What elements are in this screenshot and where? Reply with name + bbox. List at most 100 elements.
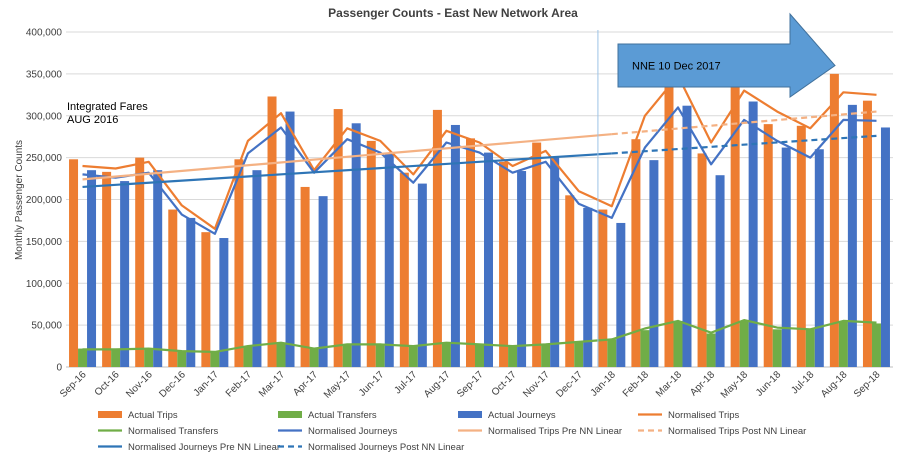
x-tick-label: May-18 (719, 369, 751, 401)
bar-actual-trips (102, 171, 112, 367)
bar-actual-journeys (351, 123, 361, 367)
line-normalised-journeys (82, 106, 877, 235)
bar-actual-transfers (111, 349, 121, 367)
bar-actual-trips (466, 138, 475, 367)
y-tick-label: 100,000 (26, 279, 63, 290)
y-axis-ticks: 0 50,000 100,000 150,000 200,000 250,000 300,0… (26, 28, 63, 374)
bar-actual-trips (432, 109, 442, 367)
bar-actual-trips (532, 142, 542, 367)
bar-actual-trips (333, 109, 343, 368)
x-tick-label: Feb-18 (621, 369, 651, 399)
chart-title: Passenger Counts - East New Network Area (328, 6, 578, 20)
bar-actual-trips (565, 195, 575, 367)
bar-actual-transfers (574, 341, 584, 367)
bar-actual-journeys (120, 181, 130, 367)
bar-actual-transfers (276, 342, 286, 367)
nne-arrow-callout (617, 12, 836, 98)
line-normalised-trips (82, 74, 877, 230)
bar-actual-journeys (285, 111, 295, 367)
bar-actual-journeys (649, 160, 659, 367)
x-tick-label: Oct-16 (93, 369, 122, 398)
bar-actual-trips (69, 159, 79, 367)
trend-normalised-trips-pre-nn-linear (82, 133, 612, 181)
x-tick-label: Mar-18 (654, 369, 684, 399)
bar-actual-trips (862, 100, 872, 368)
bar-actual-trips (300, 186, 310, 367)
legend-label: Normalised Trips Pre NN Linear (488, 426, 622, 437)
x-tick-label: Aug-17 (422, 369, 453, 400)
bar-actual-trips (135, 157, 145, 367)
bar-actual-journeys (583, 207, 593, 367)
legend-swatch (278, 411, 302, 418)
y-tick-label: 350,000 (26, 69, 63, 80)
x-tick-label: Dec-17 (554, 369, 585, 400)
bar-actual-trips (730, 71, 740, 368)
x-tick-label: Oct-17 (490, 369, 519, 398)
legend-label: Normalised Journeys (308, 426, 397, 437)
bar-actual-journeys (814, 149, 824, 367)
bar-actual-trips (267, 96, 277, 368)
bar-actual-journeys (87, 170, 97, 367)
bar-actual-transfers (375, 344, 385, 367)
bar-actual-transfers (441, 342, 451, 367)
bar-actual-transfers (508, 345, 518, 367)
bar-actual-trips (598, 209, 608, 367)
bar-actual-journeys (252, 170, 262, 367)
bar-actual-journeys (417, 183, 427, 367)
bar-actual-transfers (243, 346, 253, 367)
bar-actual-trips (168, 209, 178, 367)
x-tick-label: Sep-18 (852, 369, 883, 400)
bar-actual-journeys (847, 104, 857, 368)
bar-actual-journeys (781, 147, 791, 367)
bar-actual-journeys (715, 175, 725, 367)
bar-actual-transfers (342, 344, 352, 367)
bar-actual-journeys (616, 222, 626, 367)
x-tick-label: Sep-16 (58, 369, 89, 400)
bar-actual-transfers (541, 344, 551, 367)
bar-actual-trips (829, 73, 839, 367)
bar-actual-journeys (880, 127, 890, 367)
bar-actual-journeys (153, 170, 163, 367)
bar-actual-journeys (484, 152, 493, 367)
bar-actual-trips (201, 232, 211, 367)
x-tick-label: Nov-16 (124, 369, 155, 400)
trend-normalised-trips-post-nn-linear (611, 110, 877, 136)
x-tick-label: Jun-17 (357, 369, 387, 399)
y-tick-label: 300,000 (26, 111, 63, 122)
bar-actual-trips (234, 159, 244, 367)
bar-actual-transfers (475, 344, 484, 367)
bar-actual-journeys (186, 217, 196, 367)
bar-actual-transfers (772, 329, 782, 367)
legend-label: Actual Transfers (308, 410, 377, 421)
y-tick-label: 400,000 (26, 28, 63, 39)
legend-swatch (98, 411, 122, 418)
x-tick-label: Sep-17 (455, 369, 486, 400)
bar-actual-transfers (210, 351, 220, 367)
bar-actual-journeys (748, 101, 758, 367)
y-tick-label: 50,000 (31, 321, 62, 332)
bar-actual-transfers (408, 346, 418, 367)
lines (82, 74, 877, 353)
x-tick-label: Jul-18 (789, 369, 816, 396)
bars (69, 71, 890, 368)
trend-normalised-journeys-pre-nn-linear (82, 152, 612, 189)
bar-actual-transfers (838, 320, 848, 367)
y-tick-label: 250,000 (26, 153, 63, 164)
legend-label: Normalised Journeys Pre NN Linear (128, 442, 280, 453)
bar-actual-trips (763, 124, 773, 367)
x-tick-label: Jan-17 (192, 369, 222, 399)
bar-actual-transfers (871, 323, 881, 367)
legend-label: Actual Trips (128, 410, 178, 421)
x-tick-label: May-17 (322, 369, 354, 401)
bar-actual-transfers (144, 348, 154, 367)
bar-actual-journeys (517, 171, 527, 367)
legend-label: Normalised Trips (668, 410, 740, 421)
x-tick-label: Aug-18 (819, 369, 850, 400)
bar-actual-trips (796, 125, 806, 367)
y-tick-label: 0 (56, 363, 62, 374)
bar-actual-transfers (706, 333, 716, 367)
x-tick-label: Jun-18 (754, 369, 784, 399)
bar-actual-transfers (309, 347, 319, 367)
